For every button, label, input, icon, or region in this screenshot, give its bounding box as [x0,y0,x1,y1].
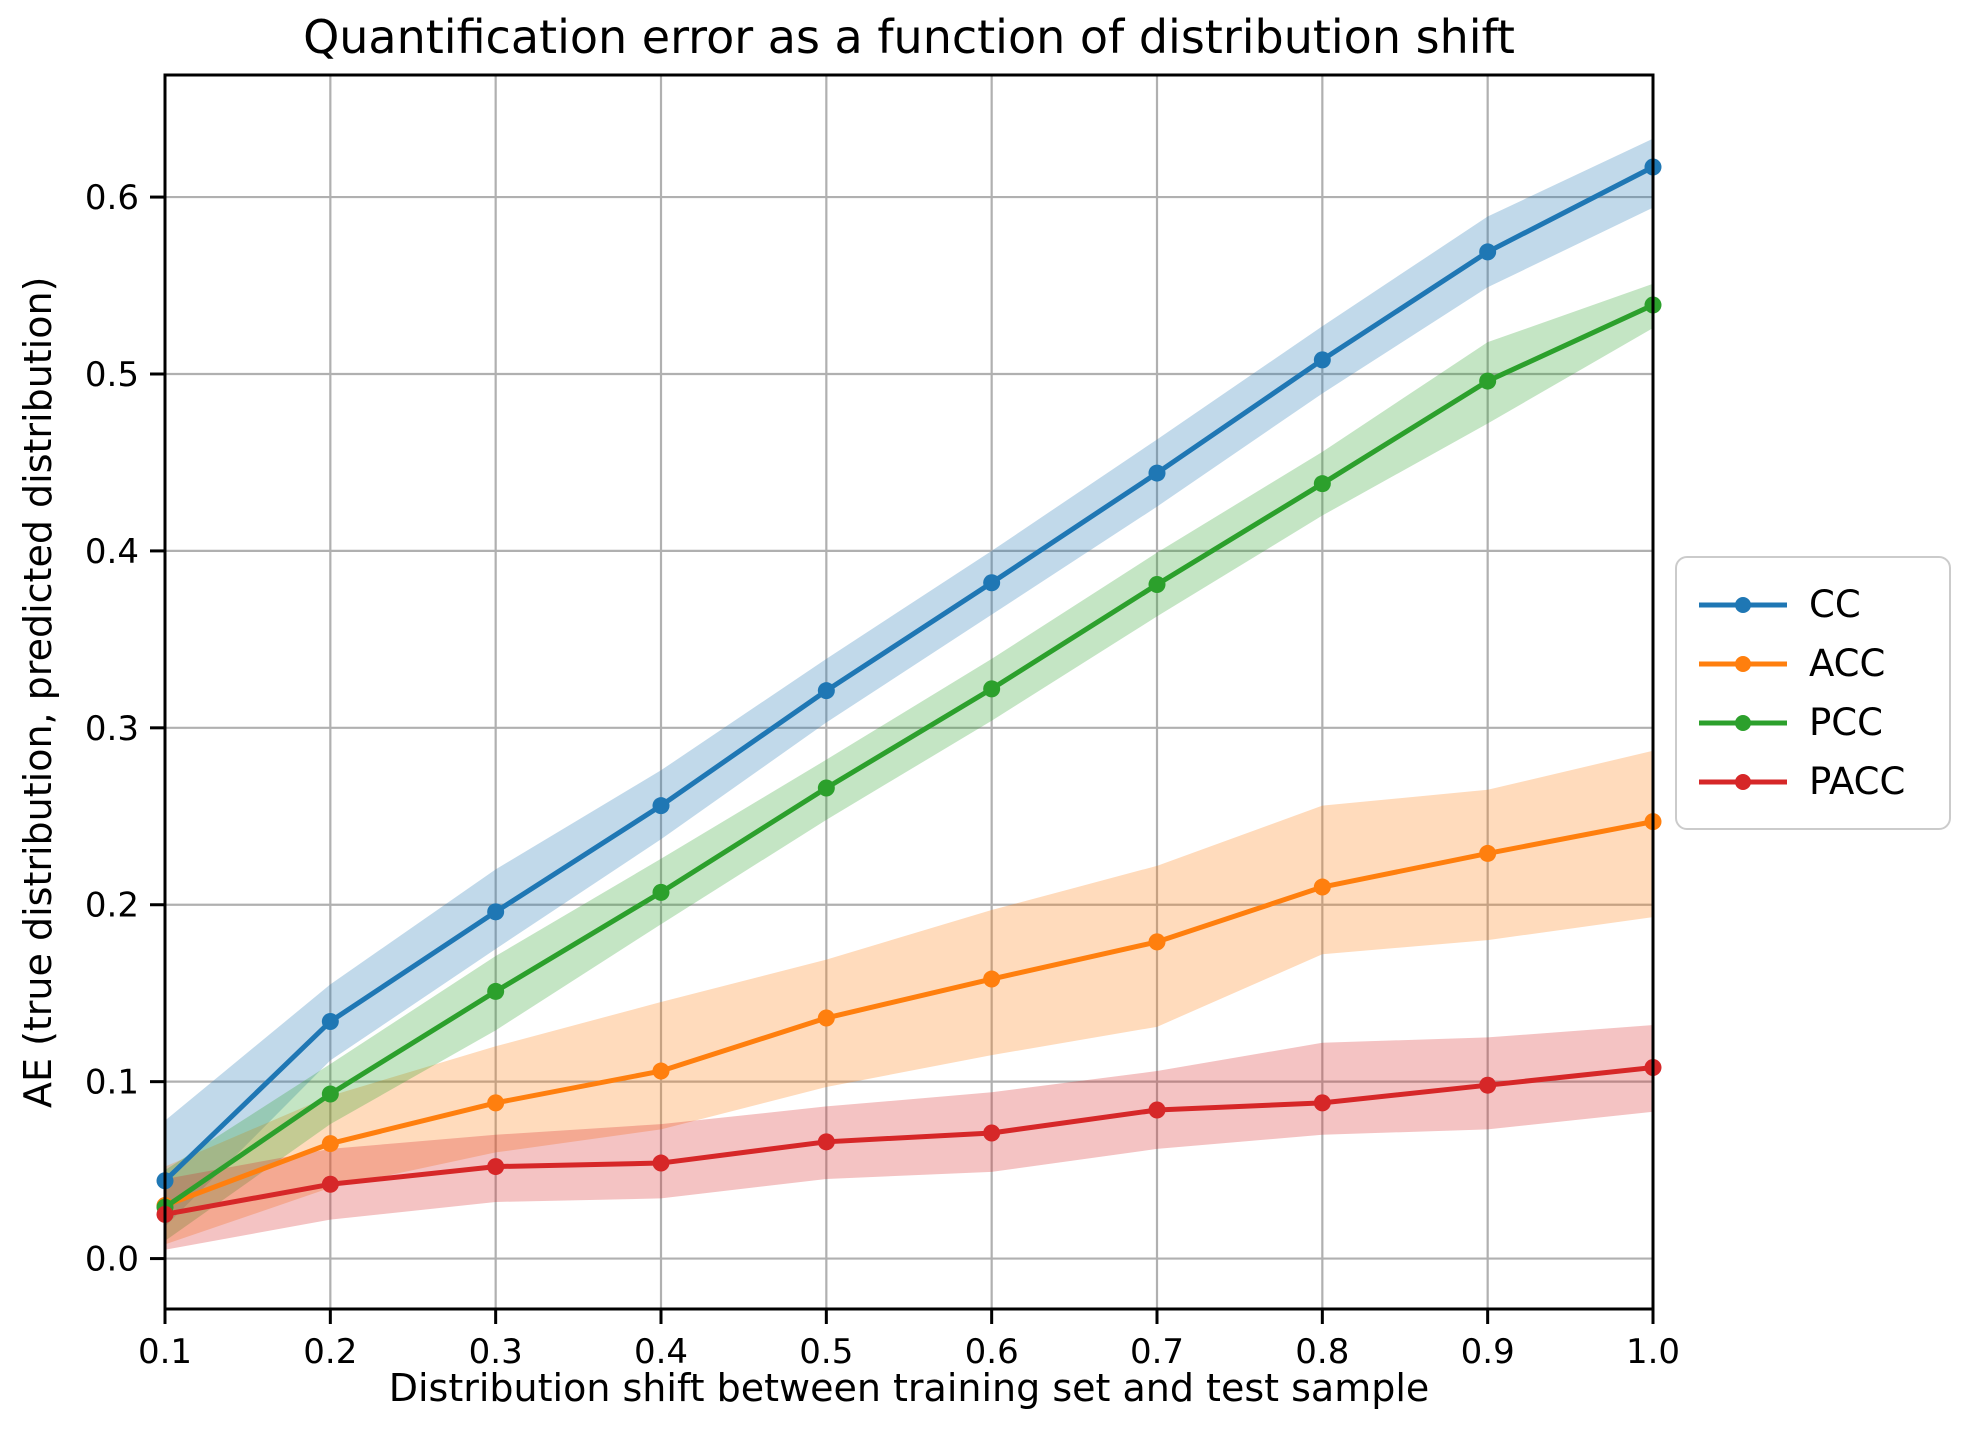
series-line-cc [162,164,1656,1184]
legend: CC ACC PCC PACC [1675,556,1951,830]
x-axis-label: Distribution shift between training set … [388,1366,1430,1410]
x-tick-label: 0.2 [303,1332,357,1372]
data-point-acc [983,970,1001,988]
x-tick-label: 0.4 [634,1332,688,1372]
data-point-pacc [817,1133,835,1151]
y-tick-label: 0.2 [85,886,139,926]
legend-swatch-acc [1699,655,1787,672]
legend-label: ACC [1809,642,1886,685]
legend-item-pacc: PACC [1699,763,1949,800]
data-point-cc [1313,351,1331,369]
data-point-pcc [321,1085,339,1103]
series-line-pcc [162,302,1656,1210]
chart-title: Quantification error as a function of di… [303,10,1515,64]
data-point-acc [1479,844,1497,862]
data-point-acc [652,1062,670,1080]
x-tick-label: 0.9 [1461,1332,1515,1372]
y-tick-label: 0.0 [85,1240,139,1280]
data-point-cc [817,682,835,700]
legend-item-cc: CC [1699,586,1949,623]
series-line-pacc [162,1065,1656,1217]
x-tick-label: 0.3 [469,1332,523,1372]
data-point-pcc [1313,475,1331,493]
plot-frame [163,73,1655,1311]
legend-item-acc: ACC [1699,645,1949,682]
data-point-cc [487,903,505,921]
data-point-pacc [1479,1076,1497,1094]
data-point-pacc [1313,1094,1331,1112]
legend-label: CC [1809,583,1861,626]
data-point-pcc [817,779,835,797]
legend-label: PCC [1809,701,1883,744]
data-point-pacc [983,1124,1001,1142]
y-axis-label: AE (true distribution, predicted distrib… [16,276,60,1108]
x-tick-label: 1.0 [1626,1332,1680,1372]
y-tick-label: 0.3 [85,709,139,749]
data-point-acc [1148,933,1166,951]
chart-plot-area: 0.1 0.2 0.3 0.4 0.5 0.6 0.7 0.8 0.9 1.0 0.0 0.1 0.2 0… [85,73,1680,1372]
x-tick-label: 0.6 [965,1332,1019,1372]
data-point-pcc [1479,372,1497,390]
legend-swatch-cc [1699,596,1787,613]
series-line-acc [162,819,1656,1208]
data-point-cc [1479,243,1497,261]
y-tick-label: 0.4 [85,532,139,572]
data-point-pacc [321,1175,339,1193]
data-point-acc [321,1135,339,1153]
x-tick-label: 0.1 [138,1332,192,1372]
legend-label: PACC [1809,760,1906,803]
data-point-acc [487,1094,505,1112]
data-point-pcc [487,982,505,1000]
data-point-cc [321,1013,339,1031]
x-tick-label: 0.7 [1130,1332,1184,1372]
data-point-pacc [1148,1101,1166,1119]
legend-swatch-pcc [1699,714,1787,731]
legend-swatch-pacc [1699,773,1787,790]
data-point-pacc [652,1154,670,1172]
y-tick-label: 0.1 [85,1063,139,1103]
data-point-acc [1313,878,1331,896]
data-point-pcc [1148,576,1166,594]
data-point-acc [817,1009,835,1027]
x-tick-label: 0.8 [1295,1332,1349,1372]
data-point-cc [1148,464,1166,482]
data-point-pcc [983,680,1001,698]
data-point-cc [652,797,670,815]
x-tick-label: 0.5 [799,1332,853,1372]
band-pcc [165,283,1653,1241]
data-point-cc [983,574,1001,592]
data-point-pcc [652,883,670,901]
y-tick-label: 0.5 [85,355,139,395]
y-tick-label: 0.6 [85,178,139,218]
legend-item-pcc: PCC [1699,704,1949,741]
data-point-pacc [487,1158,505,1176]
band-cc [165,138,1653,1227]
